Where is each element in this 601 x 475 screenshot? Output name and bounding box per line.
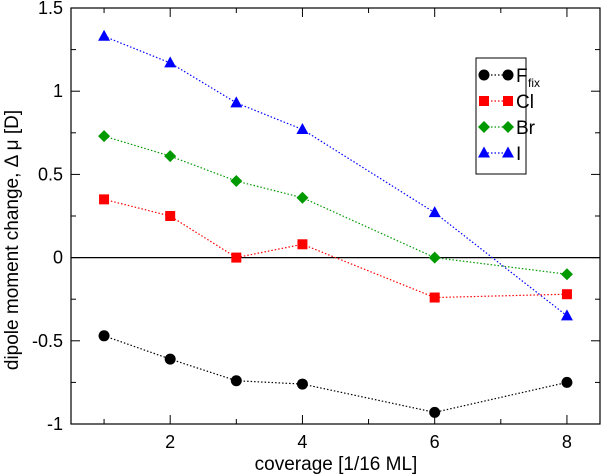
- data-point-f: [429, 406, 441, 418]
- data-point-cl: [165, 211, 176, 221]
- data-point-f: [164, 353, 176, 365]
- series-line-f: [103, 335, 568, 413]
- legend-marker-br: [502, 121, 514, 133]
- legend-marker-f: [502, 69, 514, 81]
- legend-marker-f: [478, 69, 490, 81]
- y-tick-label: -1: [47, 414, 63, 434]
- y-tick-label: 0.5: [38, 164, 63, 184]
- x-tick-label: 8: [562, 432, 572, 452]
- y-tick-label: 0: [53, 248, 63, 268]
- data-point-cl: [297, 239, 308, 250]
- data-point-br: [428, 251, 441, 264]
- y-tick-label: -0.5: [32, 331, 63, 351]
- legend-marker-i: [502, 146, 514, 158]
- legend-marker-cl: [479, 96, 489, 106]
- x-tick-label: 4: [297, 432, 307, 452]
- data-point-i: [428, 206, 441, 218]
- series-line-cl: [103, 198, 567, 299]
- y-tick-label: 1: [53, 81, 63, 101]
- data-point-cl: [231, 252, 242, 263]
- data-point-f: [98, 330, 110, 342]
- series-line-br: [103, 135, 568, 275]
- data-point-i: [164, 56, 177, 68]
- legend-label-f: F: [516, 66, 528, 87]
- x-axis-label: coverage [1/16 ML]: [255, 454, 418, 475]
- data-point-cl: [99, 194, 110, 205]
- y-axis-label: dipole moment change, Δ μ [D]: [2, 110, 23, 370]
- legend-label-br: Br: [516, 118, 536, 139]
- data-point-br: [296, 191, 309, 204]
- data-point-i: [560, 309, 573, 321]
- data-point-i: [296, 122, 309, 134]
- legend-subscript-f: fix: [528, 76, 540, 90]
- data-point-br: [164, 150, 177, 163]
- data-point-br: [98, 130, 111, 143]
- x-tick-label: 6: [430, 432, 440, 452]
- data-point-f: [561, 376, 573, 388]
- data-point-cl: [561, 289, 572, 300]
- legend-label-cl: Cl: [516, 92, 534, 113]
- y-tick-label: 1.5: [38, 0, 63, 18]
- data-point-i: [230, 96, 243, 108]
- data-point-cl: [429, 292, 440, 303]
- data-point-i: [98, 29, 111, 41]
- x-tick-label: 2: [165, 432, 175, 452]
- legend-marker-cl: [503, 96, 513, 106]
- legend-marker-i: [478, 146, 490, 158]
- data-point-f: [230, 375, 242, 387]
- data-point-br: [560, 268, 573, 281]
- data-point-f: [296, 378, 308, 390]
- legend-label-i: I: [516, 144, 521, 165]
- data-point-br: [230, 175, 243, 188]
- legend-marker-br: [478, 121, 490, 133]
